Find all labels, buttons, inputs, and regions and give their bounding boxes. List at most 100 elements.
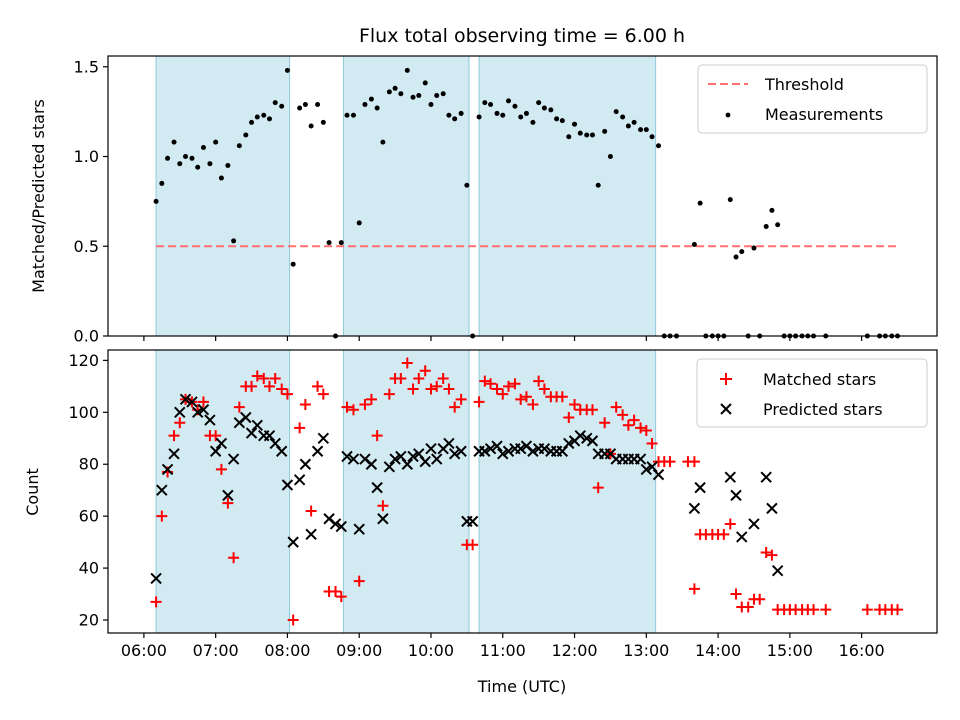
matched-stars-point: [491, 383, 503, 395]
measurements-point: [218, 175, 224, 181]
matched-stars-point: [419, 365, 431, 377]
predicted-stars-point: [251, 419, 263, 432]
top-plot-frame: [107, 55, 938, 337]
measurements-point: [476, 114, 482, 120]
matched-stars-point: [586, 404, 598, 416]
x-tick-label: 07:00: [193, 641, 239, 660]
measurements-point: [207, 161, 213, 167]
predicted-stars-point: [281, 479, 294, 491]
x-tick-label: 06:00: [121, 641, 167, 660]
matched-stars-point: [455, 393, 467, 405]
matched-stars-point: [742, 601, 754, 613]
matched-stars-point: [563, 412, 575, 424]
measurements-point: [272, 100, 278, 106]
measurements-point: [446, 112, 452, 118]
x-tick-label: 13:00: [623, 641, 669, 660]
measurements-point: [440, 91, 446, 97]
bottom-legend-box: [696, 358, 928, 428]
matched-stars-point: [431, 380, 443, 392]
measurements-point: [410, 94, 416, 100]
measurements-point: [739, 249, 745, 255]
matched-stars-point: [353, 575, 365, 587]
x-axis-label: Time (UTC): [477, 677, 566, 696]
matched-stars-point: [210, 430, 222, 442]
predicted-stars-point: [694, 481, 706, 494]
measurements-point: [620, 114, 626, 120]
predicted-stars-point: [484, 442, 497, 455]
x-tick-label: 14:00: [695, 641, 741, 660]
measurements-point: [434, 92, 440, 98]
measurements-point: [595, 182, 601, 188]
predicted-stars-point: [305, 528, 317, 541]
measurements-point: [631, 119, 637, 125]
top-observing-windows: [155, 55, 657, 337]
matched-stars-point: [246, 380, 258, 392]
measurements-point: [775, 222, 781, 228]
predicted-stars-point: [311, 445, 324, 457]
predicted-stars-point: [227, 453, 240, 465]
measurements-point: [589, 132, 595, 138]
predicted-stars-point: [771, 564, 784, 577]
matched-stars-point: [808, 604, 820, 616]
y-tick-label: 100: [68, 403, 99, 422]
predicted-stars-point: [168, 448, 180, 460]
measurements-point: [362, 101, 368, 107]
measurements-point: [290, 261, 296, 267]
matched-stars-point: [617, 409, 629, 421]
matched-stars-point: [688, 456, 700, 468]
measurements-point: [751, 245, 757, 251]
matched-stars-point: [688, 583, 700, 595]
measurements-point: [195, 164, 201, 170]
matched-stars-point: [628, 414, 640, 426]
top-legend: Threshold Measurements: [697, 64, 928, 134]
y-tick-label: 120: [68, 351, 99, 370]
matched-stars-point: [258, 373, 270, 385]
predicted-stars-point: [389, 453, 401, 465]
matched-stars-point: [443, 383, 455, 395]
measurements-point: [236, 143, 242, 149]
matched-stars-point: [479, 375, 491, 387]
measurements-point: [548, 107, 554, 113]
y-tick-label: 40: [79, 559, 99, 578]
matched-stars-point: [401, 357, 413, 369]
measurements-point: [416, 92, 422, 98]
matched-stars-point: [425, 383, 437, 395]
matched-stars-point: [467, 539, 479, 551]
matched-stars-point: [156, 510, 168, 522]
measurements-point: [308, 123, 314, 129]
legend-measurements-label: Measurements: [765, 105, 883, 124]
chart-title: Flux total observing time = 6.00 h: [359, 25, 685, 47]
measurements-point: [398, 91, 404, 97]
matched-stars-point: [407, 383, 419, 395]
measurements-point: [302, 101, 308, 107]
measurements-point: [404, 67, 410, 73]
matched-stars-point: [569, 399, 581, 411]
top-x-ticks: [143, 336, 863, 341]
predicted-stars-point: [634, 453, 647, 465]
measurements-point: [297, 105, 303, 111]
legend-threshold-label: Threshold: [764, 75, 844, 94]
y-tick-label: 20: [79, 611, 99, 630]
measurements-point: [284, 67, 290, 73]
predicted-stars-point: [215, 437, 228, 450]
predicted-stars-point: [688, 502, 701, 515]
legend-measurements-swatch: [725, 112, 731, 118]
predicted-stars-point: [448, 448, 461, 460]
predicted-stars-point: [586, 435, 599, 447]
matched-stars-point: [718, 528, 730, 540]
measurements-point: [249, 119, 255, 125]
matched-stars-point: [820, 604, 832, 616]
measurements-point: [200, 145, 206, 151]
legend-predicted-swatch: [720, 403, 732, 415]
measurements-point: [213, 139, 219, 145]
y-tick-label: 0.5: [74, 237, 99, 256]
top-y-axis-label: Matched/Predicted stars: [29, 99, 48, 293]
matched-stars-point: [861, 604, 873, 616]
predicted-stars-point: [275, 445, 288, 457]
measurements-point: [691, 241, 697, 247]
matched-stars-point: [305, 505, 317, 517]
predicted-stars-point: [724, 471, 736, 483]
measurements-point: [189, 155, 195, 161]
measurements-point: [452, 116, 458, 122]
x-tick-label: 09:00: [336, 641, 382, 660]
